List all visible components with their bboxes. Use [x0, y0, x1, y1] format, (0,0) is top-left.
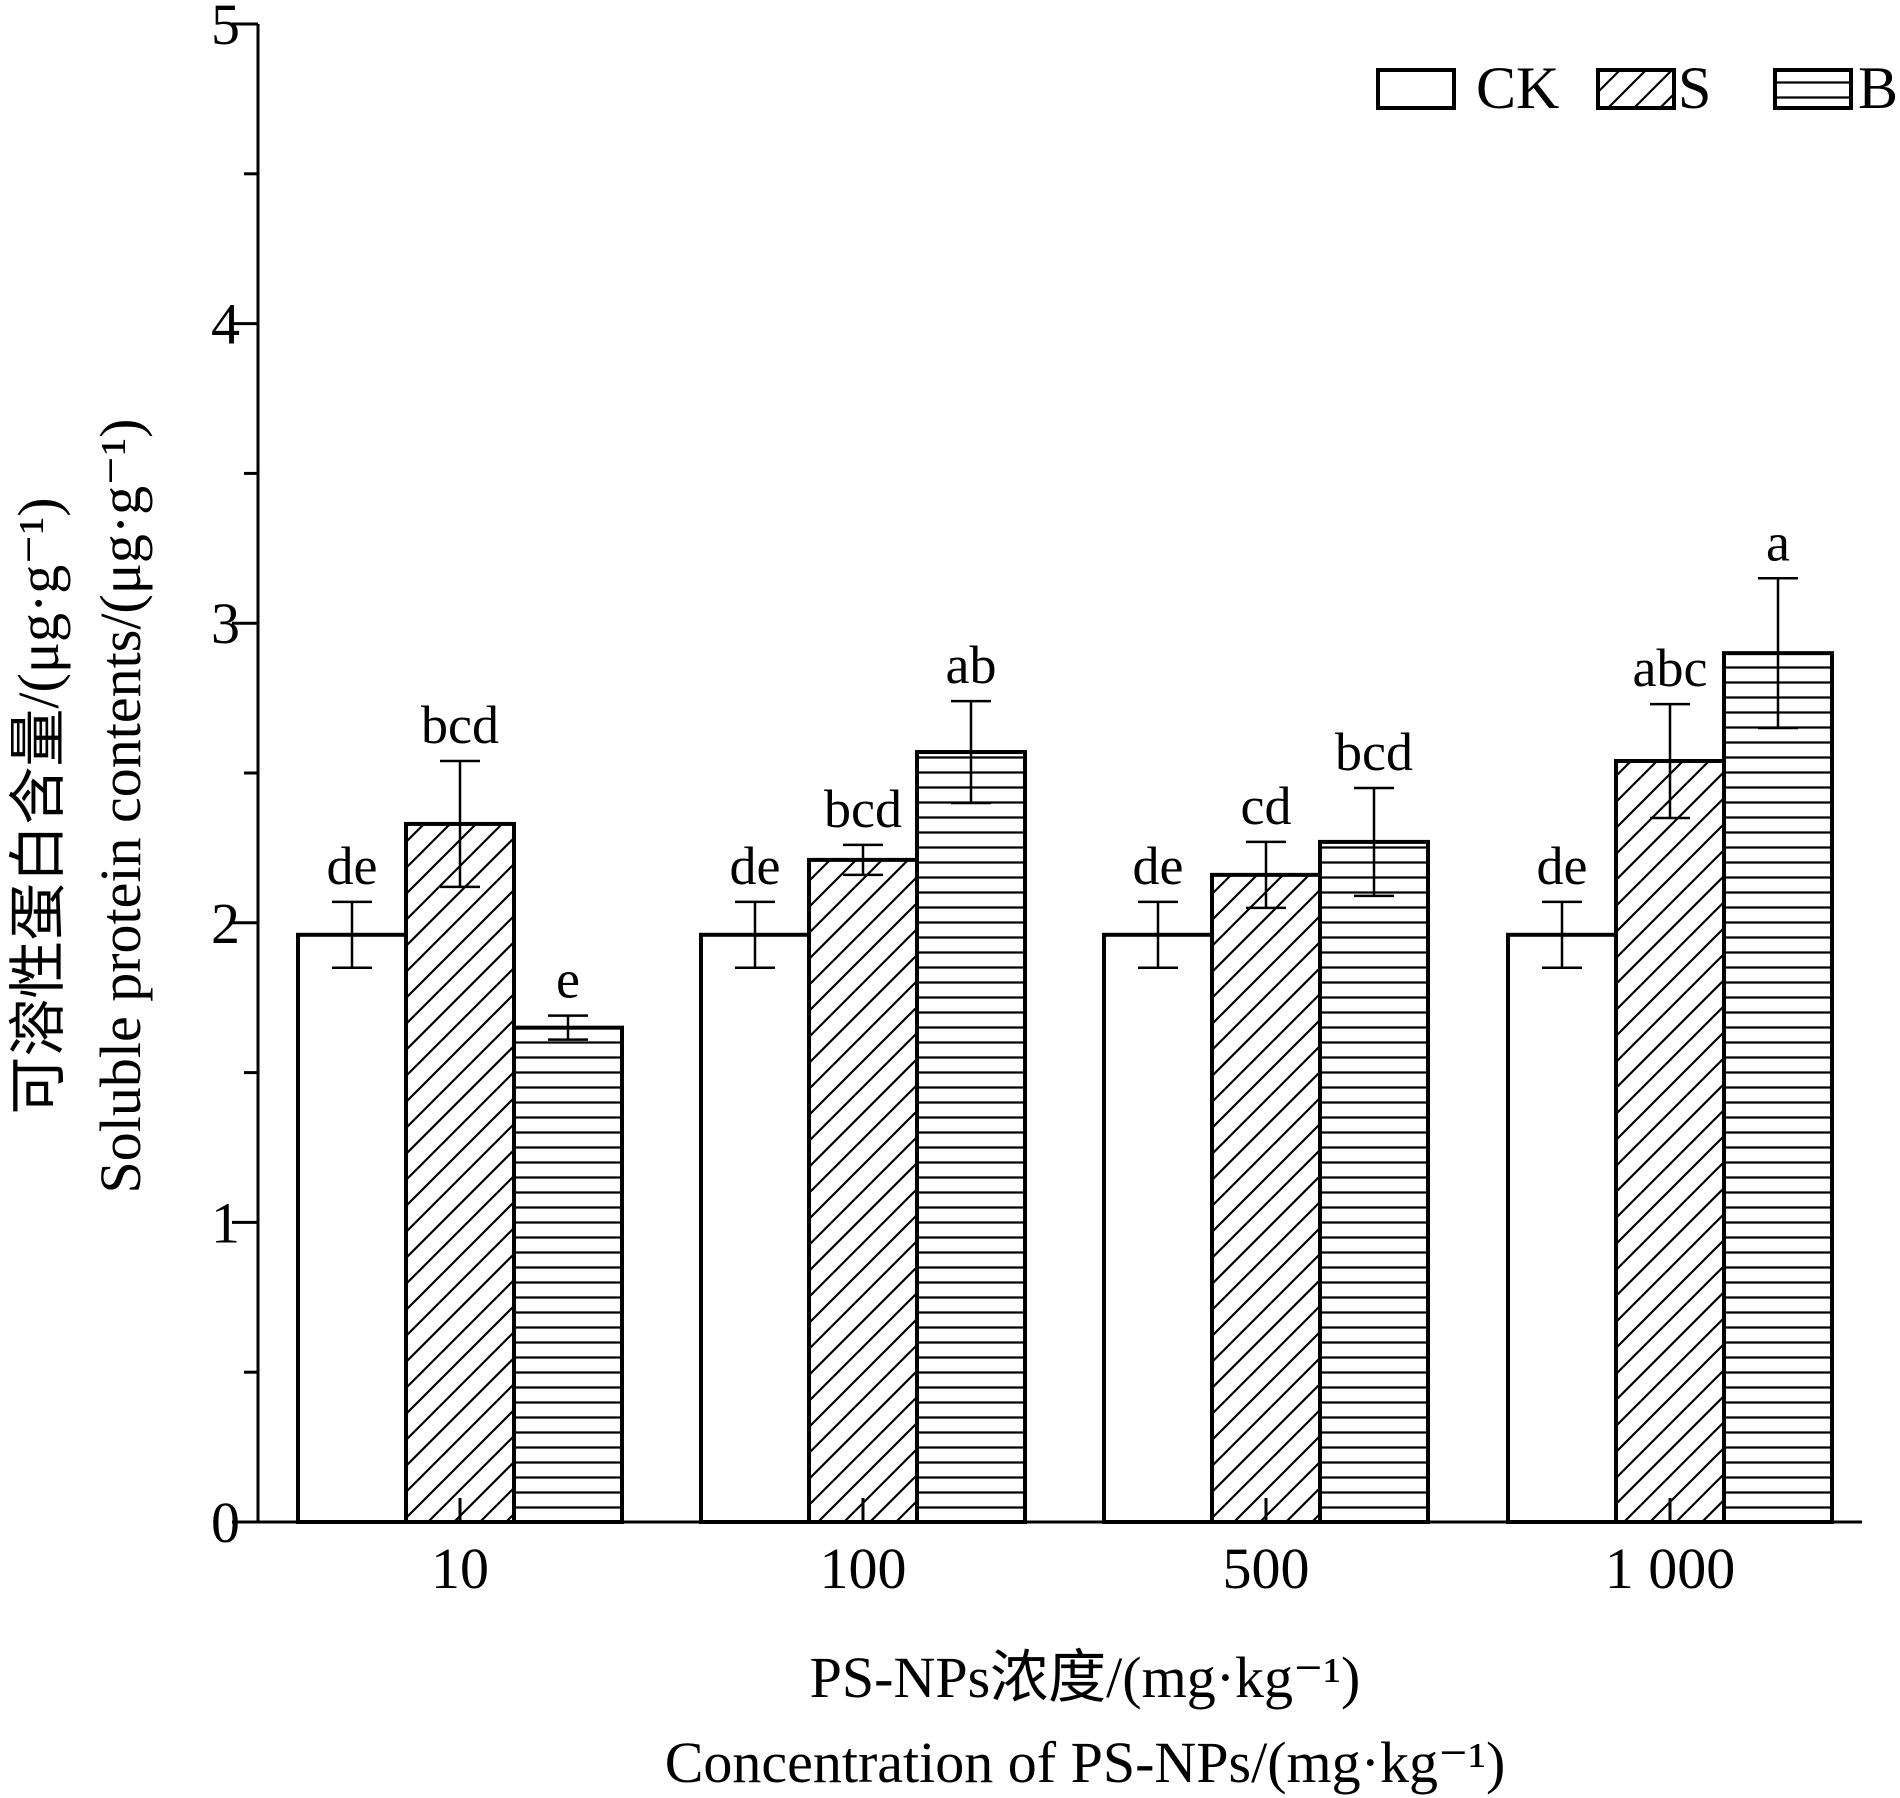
y-tick-label: 0 — [211, 1490, 240, 1555]
x-axis-title-en: Concentration of PS-NPs/(mg·kg⁻¹) — [665, 1730, 1506, 1795]
legend-label: CK — [1476, 55, 1559, 121]
bar — [915, 750, 1027, 1524]
legend-label: B — [1858, 55, 1898, 121]
bar — [1614, 759, 1726, 1524]
bar — [699, 932, 811, 1524]
bar — [1102, 932, 1214, 1524]
significance-label: de — [1133, 836, 1184, 896]
y-tick-label: 5 — [211, 0, 240, 57]
significance-label: e — [556, 950, 580, 1010]
bar — [1722, 651, 1834, 1524]
bar — [296, 932, 408, 1524]
y-tick-label: 3 — [211, 591, 240, 656]
y-tick-label: 2 — [211, 891, 240, 956]
y-axis-title-zh: 可溶性蛋白含量/(μg·g⁻¹) — [6, 497, 71, 1114]
significance-label: de — [327, 836, 378, 896]
bar — [1318, 839, 1430, 1524]
x-tick-label: 100 — [820, 1536, 907, 1601]
y-tick-label: 1 — [211, 1190, 240, 1255]
significance-label: a — [1766, 512, 1790, 572]
bar — [512, 1025, 624, 1525]
legend-swatch — [1596, 68, 1676, 110]
bar — [807, 857, 919, 1524]
significance-label: bcd — [1335, 722, 1413, 782]
legend-label: S — [1678, 55, 1711, 121]
bar — [404, 821, 516, 1524]
bar — [1506, 932, 1618, 1524]
significance-label: de — [730, 836, 781, 896]
legend-swatch — [1376, 68, 1456, 110]
y-tick-label: 4 — [211, 292, 240, 357]
legend: CK S B — [1376, 55, 1898, 121]
bar — [1210, 872, 1322, 1524]
x-tick-label: 500 — [1223, 1536, 1310, 1601]
significance-label: bcd — [824, 779, 902, 839]
x-tick-label: 10 — [431, 1536, 489, 1601]
significance-label: ab — [946, 635, 997, 695]
y-axis-title-en: Soluble protein contents/(μg·g⁻¹) — [88, 419, 153, 1194]
significance-label: bcd — [421, 695, 499, 755]
x-tick-label: 1 000 — [1605, 1536, 1736, 1601]
legend-swatch — [1773, 68, 1853, 110]
significance-label: cd — [1241, 776, 1292, 836]
x-axis-title-zh: PS-NPs浓度/(mg·kg⁻¹) — [810, 1645, 1361, 1710]
significance-label: abc — [1633, 638, 1708, 698]
significance-label: de — [1537, 836, 1588, 896]
